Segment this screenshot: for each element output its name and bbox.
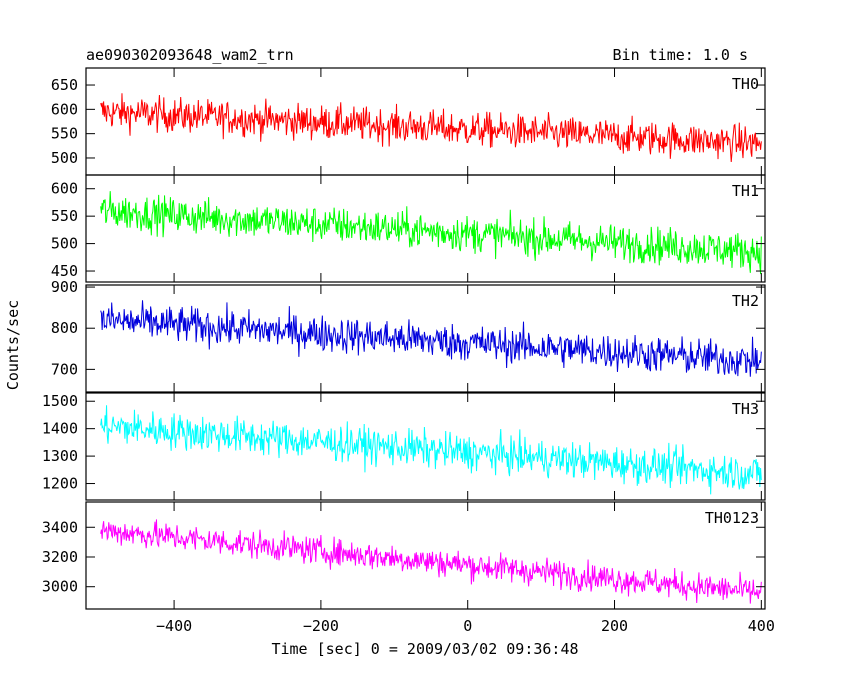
panel-frame	[85, 392, 766, 501]
panel-label: TH1	[732, 182, 759, 200]
panel-th3: 1200 1300 1400 1500 TH3	[42, 392, 766, 501]
y-tick-label: 600	[51, 100, 78, 118]
series-line-th0123	[100, 519, 762, 604]
y-tick-label: 1300	[42, 447, 78, 465]
y-axis-label: Counts/sec	[4, 300, 22, 390]
y-tick-label: 550	[51, 207, 78, 225]
panel-th0123: 3000 3200 3400 TH0123	[42, 501, 766, 610]
bin-time-label: Bin time: 1.0 s	[613, 46, 748, 64]
panel-label: TH3	[732, 400, 759, 418]
x-tick-label: 200	[601, 617, 628, 635]
x-axis-label: Time [sec] 0 = 2009/03/02 09:36:48	[271, 640, 578, 658]
series-line-th0	[100, 93, 762, 162]
y-tick-label: 550	[51, 125, 78, 143]
x-tick-label: 400	[748, 617, 775, 635]
y-tick-label: 600	[51, 180, 78, 198]
series-line-th1	[100, 191, 762, 275]
y-tick-label: 1400	[42, 420, 78, 438]
source-title: ae090302093648_wam2_trn	[86, 46, 294, 64]
panel-frame	[85, 174, 766, 283]
x-tick-label: 0	[463, 617, 472, 635]
y-tick-label: 3000	[42, 578, 78, 596]
panel-label: TH2	[732, 292, 759, 310]
y-tick-label: 1200	[42, 475, 78, 493]
panel-label: TH0123	[705, 509, 759, 527]
y-tick-label: 3400	[42, 518, 78, 536]
y-tick-label: 1500	[42, 392, 78, 410]
y-tick-label: 800	[51, 319, 78, 337]
y-tick-label: 450	[51, 262, 78, 280]
y-tick-label: 700	[51, 360, 78, 378]
series-line-th3	[100, 405, 762, 495]
y-tick-label: 500	[51, 149, 78, 167]
y-tick-label: 3200	[42, 548, 78, 566]
series-line-th2	[100, 300, 762, 377]
panel-frame	[85, 501, 766, 610]
y-tick-label: 900	[51, 278, 78, 296]
x-tick-label: −200	[303, 617, 339, 635]
panel-th1: 450 500 550 600 TH1	[51, 174, 766, 283]
x-tick-label: −400	[156, 617, 192, 635]
panel-stack: 500 550 600 650 TH0 450 500 550 600 TH1 700 800 900 T…	[42, 67, 775, 635]
y-tick-label: 650	[51, 76, 78, 94]
y-tick-label: 500	[51, 235, 78, 253]
panel-label: TH0	[732, 75, 759, 93]
panel-th2: 700 800 900 TH2	[51, 278, 766, 393]
panel-frame	[85, 284, 766, 393]
